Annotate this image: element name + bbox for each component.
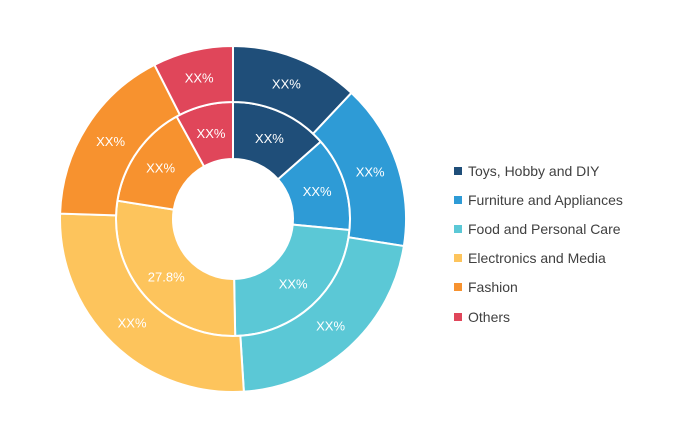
legend-item-fashion: Fashion — [454, 273, 674, 302]
outer-label-others: XX% — [185, 71, 214, 86]
legend-item-furniture: Furniture and Appliances — [454, 185, 674, 214]
outer-label-fashion: XX% — [96, 134, 125, 149]
inner-label-toys: XX% — [255, 131, 284, 146]
inner-label-others: XX% — [197, 126, 226, 141]
outer-label-electronics: XX% — [118, 316, 147, 331]
outer-slice-others — [153, 44, 234, 117]
legend-label: Toys, Hobby and DIY — [468, 162, 600, 179]
legend-item-others: Others — [454, 302, 674, 331]
legend-item-food: Food and Personal Care — [454, 214, 674, 243]
outer-label-toys: XX% — [272, 77, 301, 92]
legend-item-toys: Toys, Hobby and DIY — [454, 156, 674, 185]
legend-label: Electronics and Media — [468, 250, 606, 267]
inner-label-fashion: XX% — [146, 161, 175, 176]
legend-swatch — [454, 312, 462, 321]
outer-slice-electronics — [59, 212, 245, 393]
legend-label: Food and Personal Care — [468, 220, 621, 237]
inner-label-electronics: 27.8% — [148, 270, 185, 285]
inner-label-furniture: XX% — [303, 184, 332, 199]
legend-label: Fashion — [468, 279, 518, 296]
legend-swatch — [454, 224, 462, 233]
legend-label: Furniture and Appliances — [468, 191, 623, 208]
legend-swatch — [454, 166, 462, 175]
legend-item-electronics: Electronics and Media — [454, 244, 674, 273]
inner-label-food: XX% — [279, 276, 308, 291]
legend-swatch — [454, 283, 462, 292]
chart-legend: Toys, Hobby and DIY Furniture and Applia… — [454, 156, 674, 331]
outer-label-food: XX% — [316, 319, 345, 334]
legend-swatch — [454, 195, 462, 204]
outer-label-furniture: XX% — [356, 165, 385, 180]
legend-swatch — [454, 254, 462, 263]
legend-label: Others — [468, 308, 511, 325]
